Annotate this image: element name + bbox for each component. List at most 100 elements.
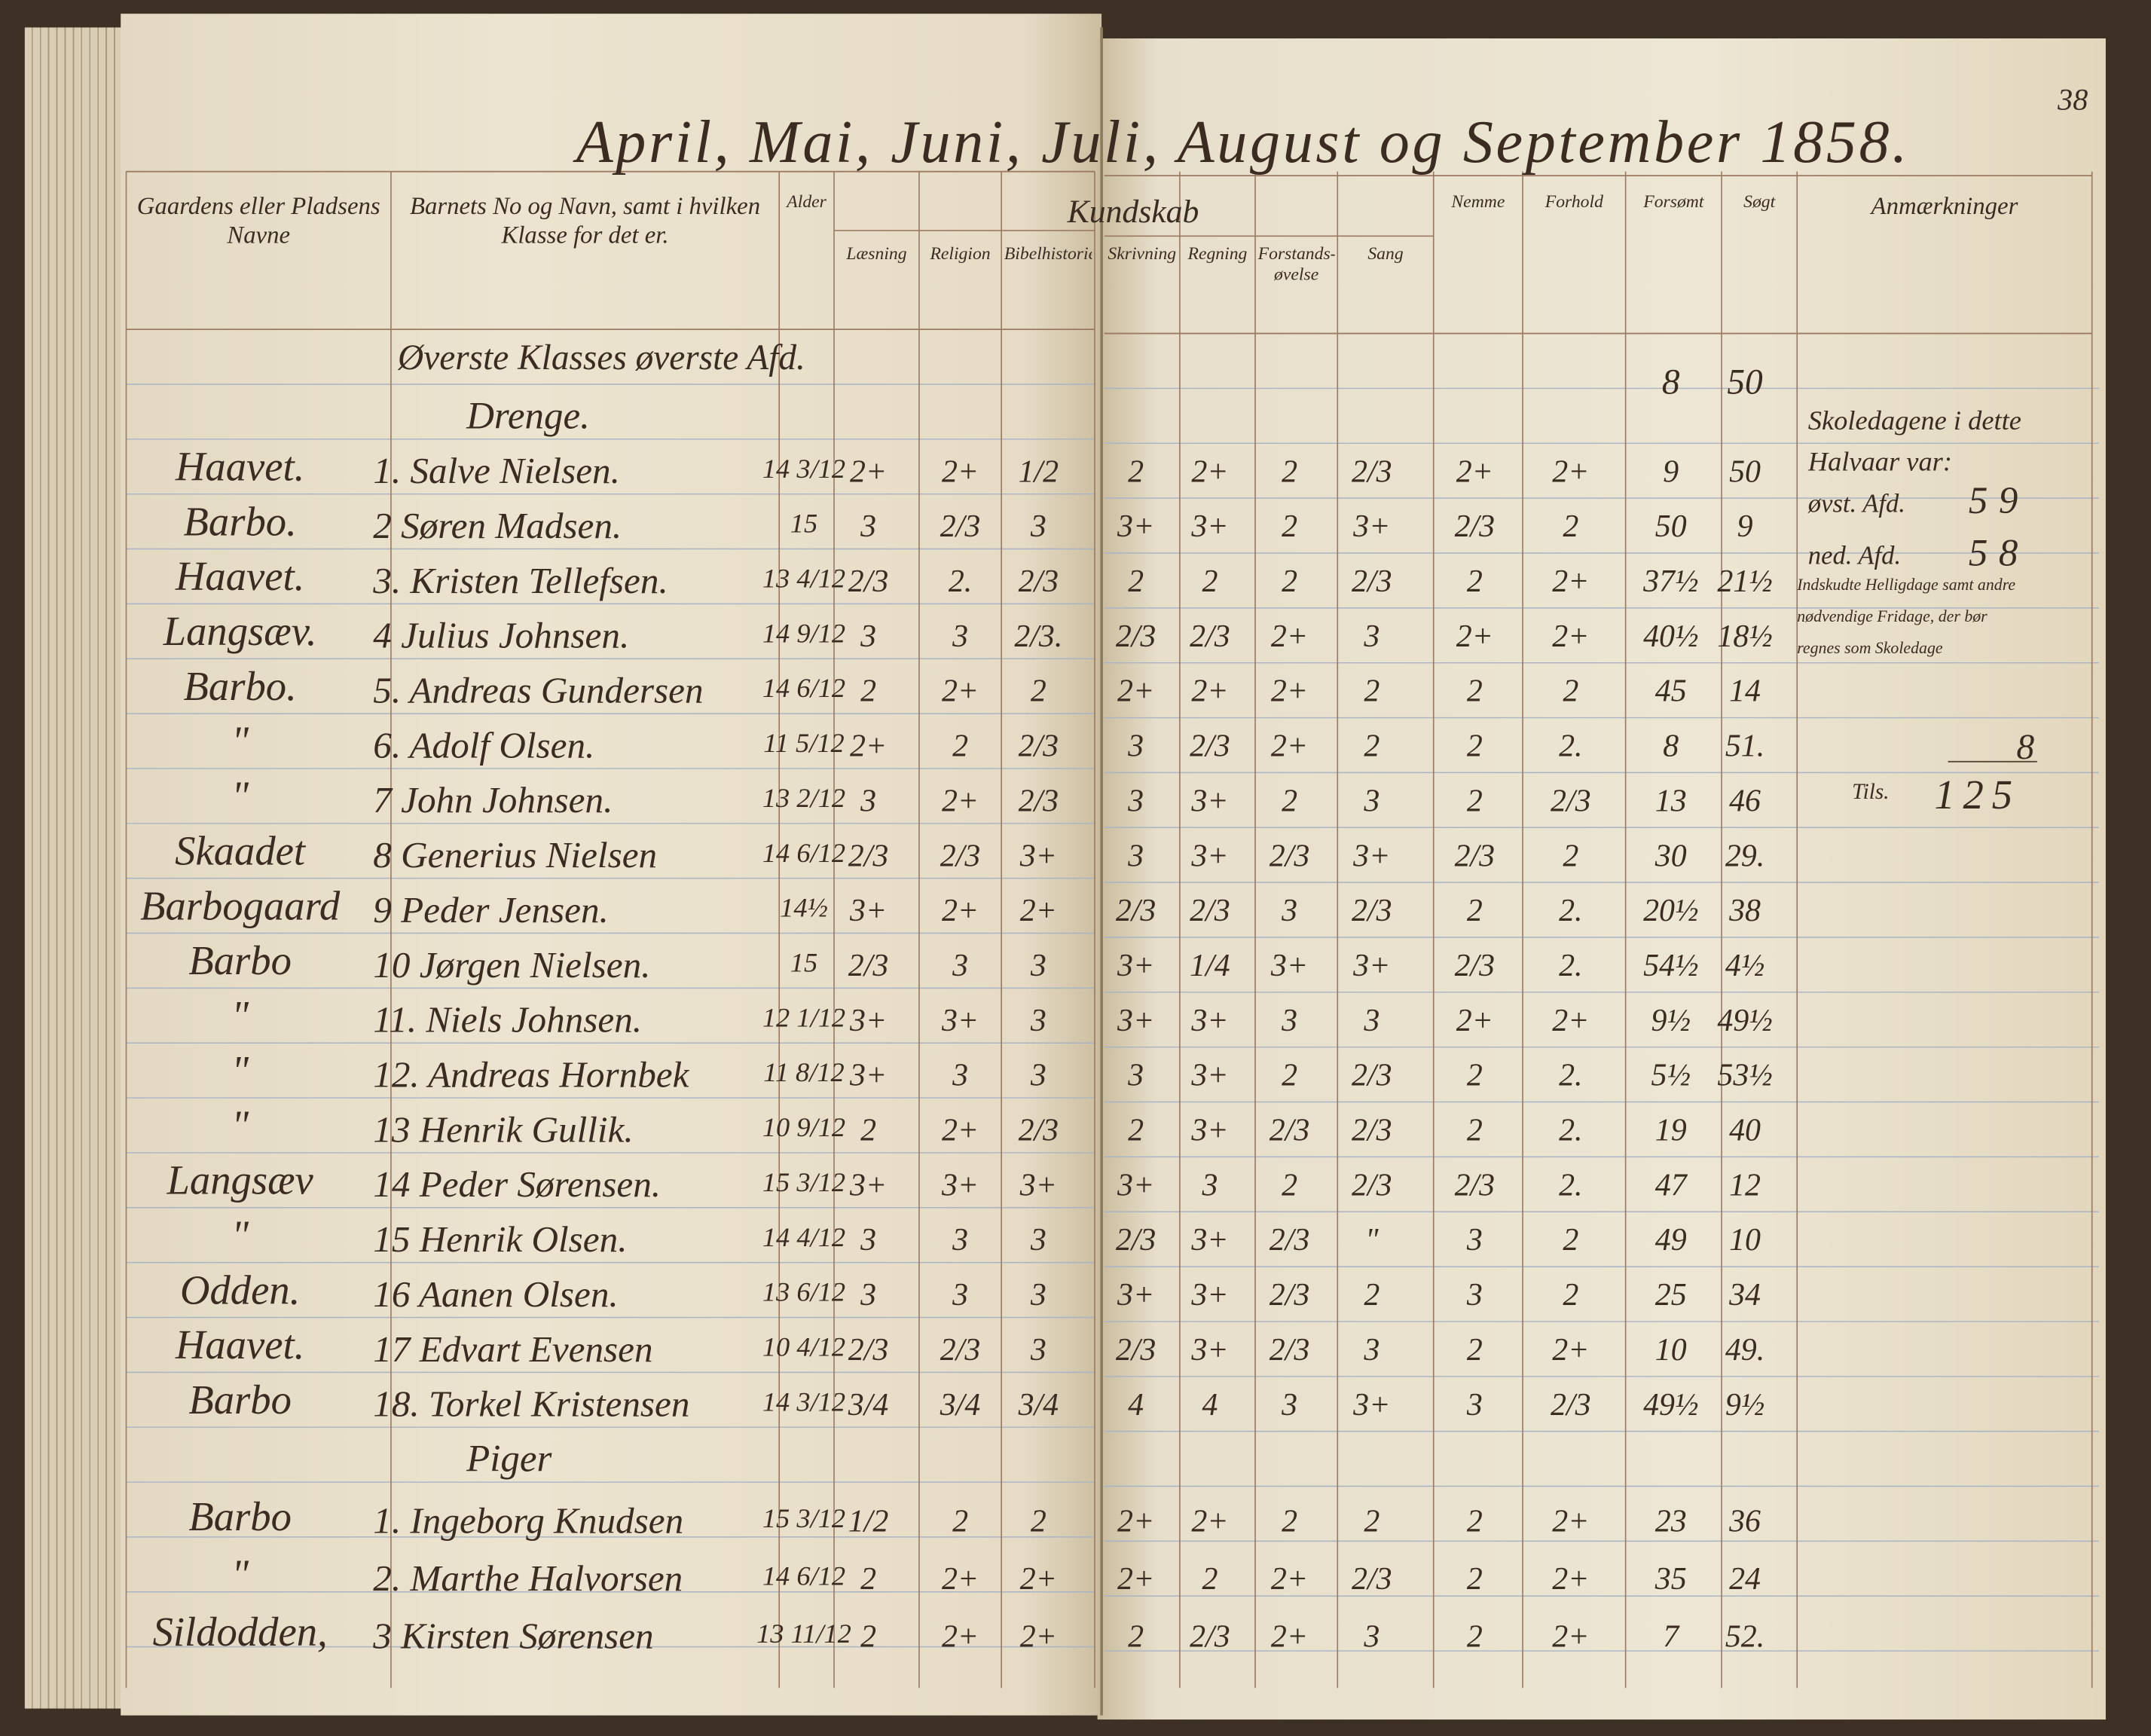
grade: 3 bbox=[860, 1277, 877, 1313]
farm-name: Haavet. bbox=[175, 445, 305, 491]
grade: 5½ bbox=[1651, 1058, 1691, 1093]
grade: 49. bbox=[1725, 1332, 1765, 1368]
column-header: Forstands-øvelse bbox=[1257, 244, 1335, 284]
grade: 2+ bbox=[1552, 1619, 1590, 1654]
column-header: Nemme bbox=[1451, 191, 1505, 212]
grade: 2+ bbox=[1552, 1561, 1590, 1597]
grade: 3 bbox=[1466, 1387, 1483, 1422]
grade: 2. bbox=[948, 564, 973, 599]
grade: 2+ bbox=[1270, 619, 1309, 653]
age: 15 bbox=[790, 948, 818, 979]
grade: 3 bbox=[1364, 1619, 1380, 1654]
grade: 2/3 bbox=[848, 564, 889, 599]
column-header: Religion bbox=[930, 244, 991, 264]
grade: 2 bbox=[1466, 564, 1483, 599]
grade: 3 bbox=[952, 619, 969, 653]
farm-name: " bbox=[231, 1551, 249, 1598]
farm-name: " bbox=[231, 1103, 249, 1149]
grade: 2+ bbox=[941, 1561, 979, 1597]
grade: 2 bbox=[1466, 1113, 1483, 1148]
right-page bbox=[1097, 38, 2106, 1720]
column-header: Læsning bbox=[846, 244, 907, 264]
grade: 47 bbox=[1654, 1167, 1687, 1203]
grade: 3+ bbox=[1270, 948, 1309, 983]
column-header: Søgt bbox=[1743, 191, 1776, 212]
farm-name: Langsæv. bbox=[163, 609, 317, 655]
age: 13 6/12 bbox=[762, 1277, 846, 1308]
pupil-name: 1. Salve Nielsen. bbox=[373, 450, 620, 492]
grade: 2/3 bbox=[1190, 893, 1230, 928]
grade: 2+ bbox=[1191, 674, 1229, 708]
grade: 3+ bbox=[1117, 1167, 1155, 1203]
grade: 2 bbox=[1466, 1619, 1483, 1654]
grade: 3 bbox=[952, 1277, 969, 1313]
column-header: Forsømt bbox=[1643, 191, 1704, 212]
grade: 2/3 bbox=[1352, 564, 1392, 599]
grade: 3 bbox=[1466, 1222, 1483, 1258]
column-header: Bibelhistorie bbox=[1004, 244, 1092, 264]
grade: 2+ bbox=[1552, 1332, 1590, 1368]
grade: 2/3 bbox=[1018, 564, 1059, 599]
column-header: Anmærkninger bbox=[1871, 191, 2018, 220]
top-total: 8 bbox=[1661, 362, 1680, 402]
grade: 49½ bbox=[1717, 1003, 1773, 1038]
grade: 2+ bbox=[941, 1619, 979, 1654]
grade: 7 bbox=[1663, 1619, 1679, 1654]
grade: 40½ bbox=[1643, 619, 1699, 653]
grade: 2+ bbox=[1191, 454, 1229, 489]
grade: 3+ bbox=[1191, 1222, 1229, 1258]
age: 13 11/12 bbox=[756, 1619, 851, 1650]
grade: 46 bbox=[1729, 783, 1761, 818]
age: 13 4/12 bbox=[762, 564, 846, 594]
grade: 2/3 bbox=[848, 838, 889, 873]
grade: 3 bbox=[1364, 1003, 1380, 1038]
farm-name: Langsæv bbox=[167, 1158, 313, 1204]
pupil-name: 7 John Johnsen. bbox=[373, 779, 613, 821]
farm-name: Skaadet bbox=[175, 829, 306, 875]
grade: 3+ bbox=[1353, 948, 1391, 983]
grade: 2/3 bbox=[1352, 893, 1392, 928]
grade: 2/3 bbox=[1115, 1332, 1156, 1368]
grade: 10 bbox=[1654, 1332, 1687, 1368]
grade: 2+ bbox=[849, 454, 888, 489]
age: 11 8/12 bbox=[763, 1058, 845, 1089]
grade: 2+ bbox=[1552, 1003, 1590, 1038]
age: 14 6/12 bbox=[762, 838, 846, 869]
grade: 2/3 bbox=[1190, 619, 1230, 653]
grade: 3+ bbox=[1191, 1332, 1229, 1368]
grade: 2/3 bbox=[1115, 893, 1156, 928]
age: 15 3/12 bbox=[762, 1167, 846, 1199]
age: 14 6/12 bbox=[762, 674, 846, 704]
grade: 2 bbox=[1128, 1619, 1144, 1654]
farm-name: " bbox=[231, 1213, 249, 1259]
farm-name: Barbo. bbox=[183, 499, 297, 546]
section-heading: Drenge. bbox=[466, 395, 590, 439]
grade: 2 bbox=[1282, 1167, 1298, 1203]
column-header: Skrivning bbox=[1108, 244, 1177, 264]
grade: 2/3 bbox=[1352, 454, 1392, 489]
grade: 1/2 bbox=[1018, 454, 1059, 489]
grade: 2 bbox=[1202, 1561, 1218, 1597]
grade: 2+ bbox=[1456, 619, 1493, 653]
grade: 2/3 bbox=[1551, 1387, 1591, 1422]
grade: 3/4 bbox=[848, 1387, 889, 1422]
grade: 2 bbox=[860, 1619, 877, 1654]
age: 13 2/12 bbox=[762, 783, 846, 815]
grade: 12 bbox=[1729, 1167, 1761, 1203]
grade: 2/3 bbox=[1269, 1277, 1310, 1313]
group-header: Kundskab bbox=[1067, 194, 1199, 231]
grade: 2. bbox=[1559, 1167, 1583, 1203]
remark-value: 59 bbox=[1968, 480, 2029, 523]
grade: 2 bbox=[1364, 729, 1380, 763]
grade: 2/3 bbox=[1454, 948, 1496, 983]
grade: 2/3 bbox=[1018, 729, 1059, 763]
farm-name: Barbo bbox=[188, 1494, 292, 1540]
grade: 2/3 bbox=[1115, 1222, 1156, 1258]
grade: 2 bbox=[1466, 1058, 1483, 1093]
grade: 2+ bbox=[1552, 454, 1590, 489]
grade: 2 bbox=[860, 1561, 877, 1597]
grade: 2+ bbox=[1117, 674, 1155, 708]
age: 14½ bbox=[780, 893, 828, 924]
